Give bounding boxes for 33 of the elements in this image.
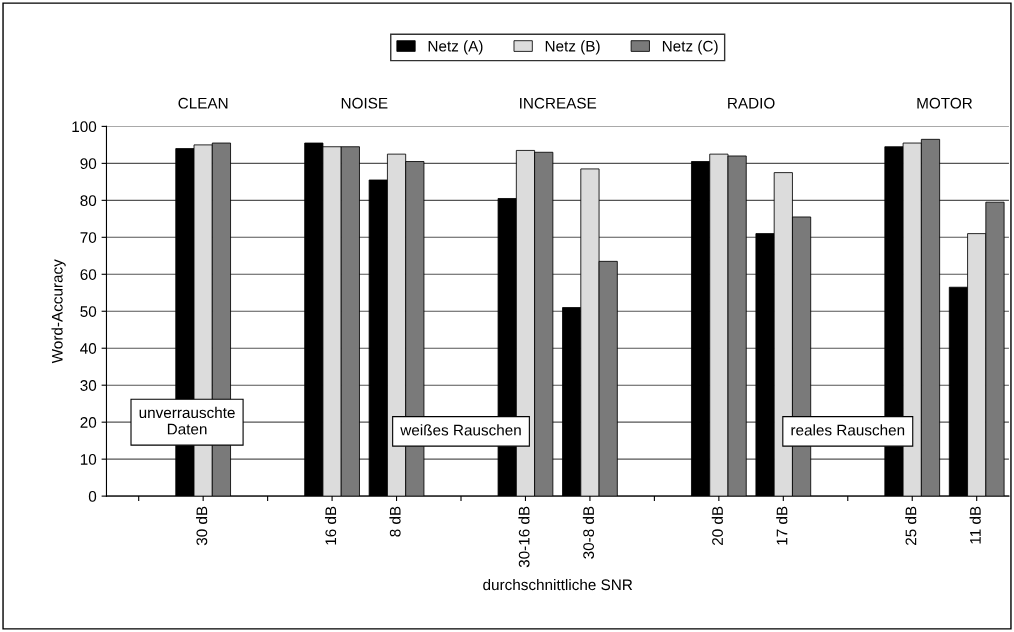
x-tick-label: 20 dB <box>711 506 723 545</box>
x-tick-label: 16 dB <box>324 506 337 545</box>
text: RADIO <box>728 97 775 109</box>
x-tick-label: 17 dB <box>776 506 788 545</box>
legend-label: Netz (A) <box>428 40 483 55</box>
annotation: unverrauschte Daten <box>139 406 235 435</box>
y-tick-label: 60 <box>80 269 97 280</box>
x-tick-label: 25 dB <box>905 506 917 545</box>
text: CLEAN <box>178 97 228 109</box>
x-tick-label: 8 dB <box>389 506 401 537</box>
text: MOTOR <box>917 97 973 109</box>
y-tick-label: 0 <box>88 490 97 502</box>
x-tick-label: 30-8 dB <box>582 506 595 559</box>
y-tick-label: 30 <box>80 380 97 391</box>
x-tick-label: 30 dB <box>196 506 208 546</box>
legend-label: Netz (C) <box>662 40 718 55</box>
x-tick-label: 30-16 dB <box>518 506 530 568</box>
y-tick-label: 40 <box>80 343 97 354</box>
y-tick-label: 90 <box>80 158 97 170</box>
text: INCREASE <box>520 97 597 109</box>
y-tick-label: 100 <box>72 121 97 133</box>
legend-label: Netz (B) <box>545 40 600 55</box>
y-axis-title: Word-Accuracy <box>51 259 66 364</box>
text: NOISE <box>341 97 388 109</box>
y-tick-label: 80 <box>80 195 97 207</box>
y-tick-label: 10 <box>80 454 97 465</box>
y-tick-label: 70 <box>80 232 97 243</box>
x-tick-label: 11 dB <box>969 506 981 544</box>
annotation: weißes Rauschen <box>400 424 521 436</box>
y-tick-label: 50 <box>80 306 97 317</box>
x-axis-title: durchschnittliche SNR <box>483 578 633 591</box>
annotation: reales Rauschen <box>791 424 905 436</box>
y-tick-label: 20 <box>80 417 97 428</box>
